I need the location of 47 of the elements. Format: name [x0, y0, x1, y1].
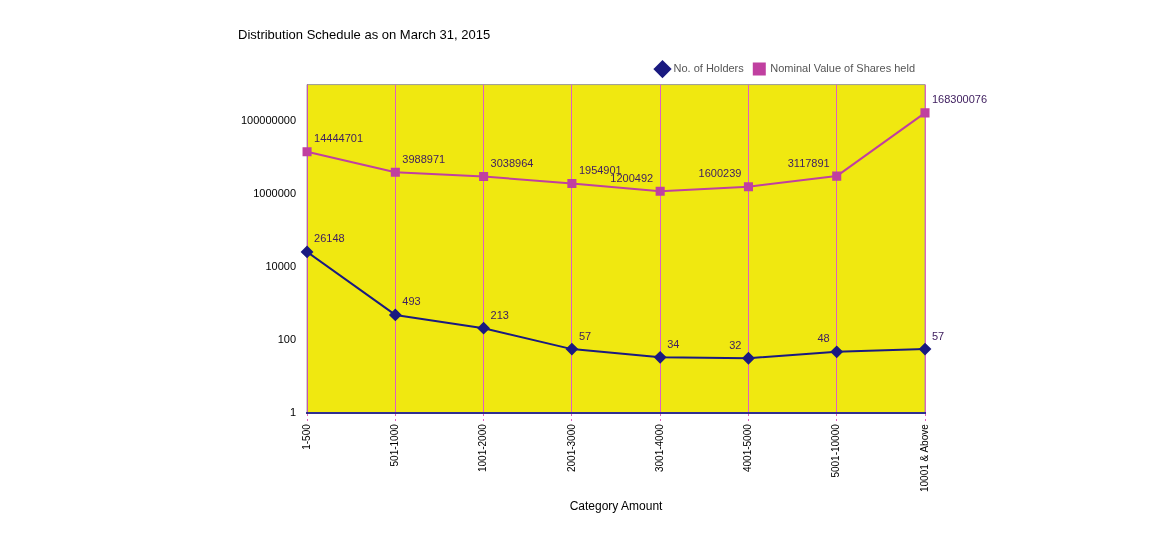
- point: [301, 245, 314, 258]
- data-label: 32: [729, 338, 742, 351]
- data-label: 14444701: [314, 132, 364, 145]
- point: [654, 351, 667, 364]
- data-label: 493: [402, 295, 421, 308]
- data-label: 48: [817, 332, 830, 345]
- x-tick-label: 10001 & Above: [918, 423, 930, 493]
- y-tick-label: 100000000: [241, 114, 297, 127]
- data-label: 168300076: [932, 93, 988, 106]
- y-tick-label: 1000000: [253, 187, 297, 200]
- point: [920, 108, 930, 118]
- data-label: 1600239: [698, 167, 742, 180]
- x-tick-label: 1001-2000: [477, 423, 489, 473]
- point: [655, 186, 665, 196]
- data-label: 213: [490, 308, 509, 321]
- x-tick-label: 4001-5000: [742, 423, 754, 473]
- legend-label: Nominal Value of Shares held: [770, 62, 916, 75]
- point: [389, 308, 402, 321]
- x-tick-label: 1-500: [300, 423, 312, 450]
- data-label: 26148: [314, 232, 345, 245]
- point: [743, 182, 753, 192]
- legend-label: No. of Holders: [673, 62, 745, 75]
- y-tick-label: 1: [289, 406, 297, 419]
- point: [742, 352, 755, 365]
- x-tick-label: 3001-4000: [653, 423, 665, 473]
- point: [830, 345, 843, 358]
- y-tick-label: 10000: [265, 260, 297, 273]
- x-tick-label: 501-1000: [389, 423, 401, 467]
- data-label: 57: [578, 329, 592, 342]
- x-axis-title: Category Amount: [569, 499, 664, 514]
- data-label: 57: [932, 329, 945, 342]
- data-label: 34: [667, 337, 680, 350]
- data-label: 3038964: [490, 157, 534, 170]
- point: [565, 343, 578, 356]
- point: [390, 167, 400, 177]
- y-tick-label: 100: [277, 333, 297, 346]
- data-label: 3117891: [787, 156, 830, 169]
- x-tick-label: 2001-3000: [565, 423, 577, 473]
- data-label: 3988971: [402, 152, 446, 165]
- point: [919, 343, 931, 356]
- chart-title: Distribution Schedule as on March 31, 2015: [238, 27, 491, 43]
- point: [477, 322, 490, 335]
- point: [567, 178, 577, 189]
- point: [832, 171, 842, 181]
- point: [479, 171, 489, 182]
- point: [302, 147, 312, 157]
- x-tick-label: 5001-10000: [830, 423, 842, 478]
